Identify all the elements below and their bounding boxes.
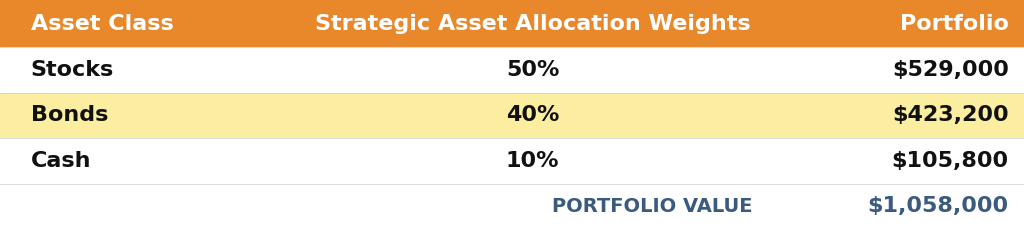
Text: Bonds: Bonds: [31, 105, 109, 125]
FancyBboxPatch shape: [0, 93, 1024, 138]
Text: Strategic Asset Allocation Weights: Strategic Asset Allocation Weights: [314, 14, 751, 33]
Text: Asset Class: Asset Class: [31, 14, 173, 33]
Text: $529,000: $529,000: [892, 60, 1009, 80]
FancyBboxPatch shape: [0, 138, 1024, 183]
FancyBboxPatch shape: [0, 0, 1024, 47]
Text: 10%: 10%: [506, 151, 559, 171]
FancyBboxPatch shape: [0, 47, 1024, 93]
Text: 40%: 40%: [506, 105, 559, 125]
Text: $423,200: $423,200: [892, 105, 1009, 125]
FancyBboxPatch shape: [0, 183, 1024, 229]
Text: 50%: 50%: [506, 60, 559, 80]
Text: PORTFOLIO VALUE: PORTFOLIO VALUE: [552, 197, 753, 216]
Text: Portfolio: Portfolio: [900, 14, 1009, 33]
Text: Stocks: Stocks: [31, 60, 114, 80]
Text: $105,800: $105,800: [892, 151, 1009, 171]
Text: $1,058,000: $1,058,000: [867, 196, 1009, 216]
Text: Cash: Cash: [31, 151, 91, 171]
